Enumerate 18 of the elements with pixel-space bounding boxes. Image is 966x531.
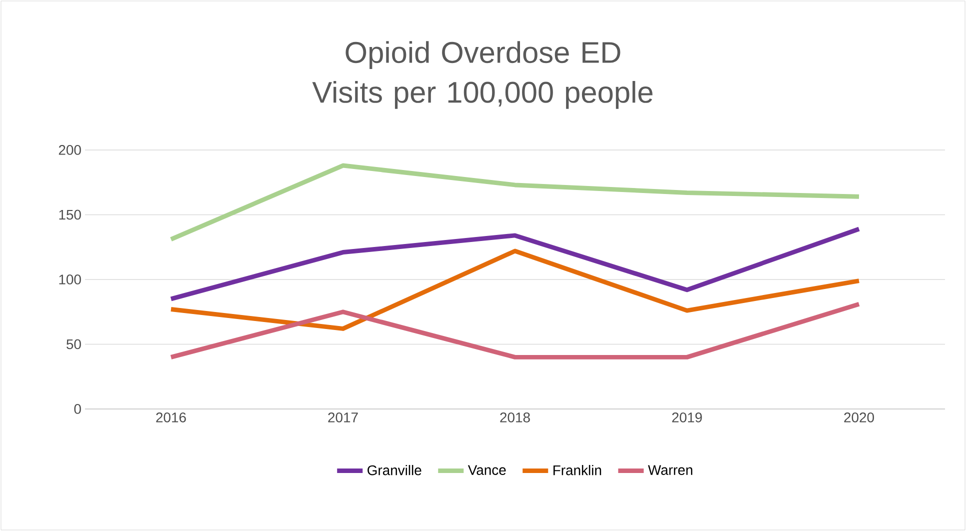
line-series <box>168 226 862 302</box>
y-tick-label: 150 <box>59 210 81 220</box>
x-tick-label: 2018 <box>500 412 530 422</box>
line-series <box>168 163 862 242</box>
y-tick-label: 50 <box>66 339 81 350</box>
x-tick-label: 2019 <box>672 412 702 422</box>
legend-label: Granville <box>368 464 422 476</box>
y-tick-label: 200 <box>58 145 81 155</box>
line-series <box>168 248 862 331</box>
x-tick-label: 2016 <box>156 412 186 422</box>
legend-label: Warren <box>648 465 692 475</box>
x-tick-label: 2017 <box>328 412 358 422</box>
y-tick-label: 100 <box>59 274 81 284</box>
y-tick-label: 0 <box>74 404 81 414</box>
chart-title: Opioid Overdose ED Visits per 100,000 people <box>312 41 652 109</box>
x-tick-label: 2020 <box>844 412 874 422</box>
legend-label: Franklin <box>554 464 602 476</box>
legend-label: Vance <box>468 465 506 475</box>
